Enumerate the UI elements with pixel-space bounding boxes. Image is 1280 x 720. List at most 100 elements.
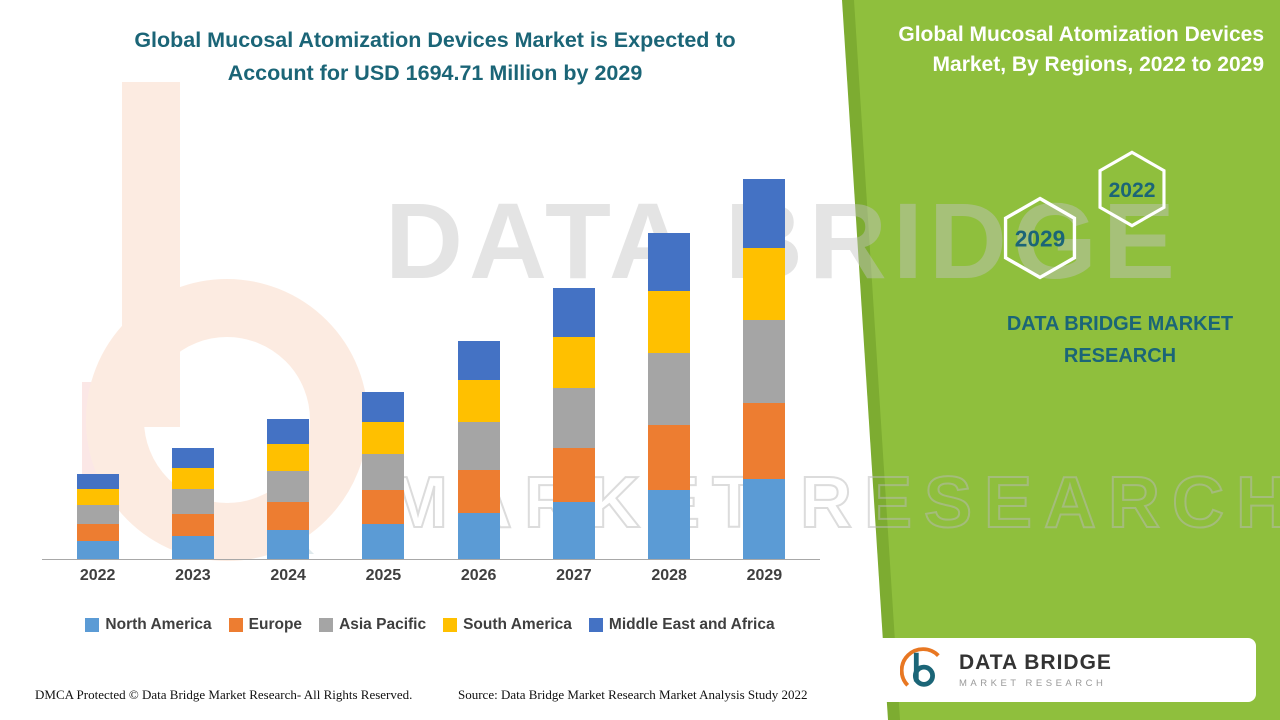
stacked-bar-chart: 2022 2023 2024 2025 2026 2027 2028 2029 [42,179,820,585]
bar-segment-south-america [171,468,214,490]
bar-segment-south-america [267,444,310,471]
bar-segment-north-america [648,490,691,559]
brand-logo-text-block: DATA BRIDGE MARKET RESEARCH [959,651,1112,689]
x-axis-label-2028: 2028 [651,567,687,584]
bar-segment-europe [457,469,500,514]
watermark-text-line2: MARKET RESEARCH [387,462,1280,544]
stacked-bar-2024 [267,418,310,559]
x-axis-label-2025: 2025 [365,567,402,584]
bar-segment-europe [171,513,214,536]
plot-area [42,179,820,560]
stacked-bar-2029 [743,179,786,559]
x-axis-label-2027: 2027 [556,567,592,584]
x-axis-label-2026: 2026 [460,567,497,584]
data-bridge-logo-icon [900,647,940,687]
dmca-notice: DMCA Protected © Data Bridge Market Rese… [35,687,413,702]
legend-item-europe: Europe [228,616,303,634]
x-axis-label-2023: 2023 [175,567,211,584]
bar-segment-middle-east-and-africa [362,391,405,422]
bar-segment-europe [648,425,691,491]
brand-logo-card: DATA BRIDGE MARKET RESEARCH [874,638,1256,702]
bar-segment-asia-pacific [552,388,595,448]
legend-item-south-america: South America [443,616,572,634]
bar-segment-europe [267,501,310,530]
bar-segment-south-america [457,380,500,422]
bar-segment-asia-pacific [648,353,691,426]
legend-label: North America [105,616,212,633]
bar-segment-asia-pacific [171,489,214,514]
stacked-bar-2025 [362,391,405,559]
stacked-bar-2022 [76,473,119,559]
chart-title: Global Mucosal Atomization Devices Marke… [134,28,736,86]
bar-segment-asia-pacific [267,470,310,502]
bar-segment-north-america [76,541,119,559]
bar-segment-middle-east-and-africa [267,418,310,445]
brand-text: DATA BRIDGE MARKET RESEARCH [1006,313,1234,367]
legend-swatch [588,618,603,632]
legend-swatch [443,618,458,632]
bar-segment-south-america [552,336,595,389]
source-note: Source: Data Bridge Market Research Mark… [458,687,808,702]
bar-segment-north-america [362,523,405,559]
bar-column-2026 [431,180,526,559]
bar-column-2029 [717,179,812,559]
stacked-bar-2023 [171,447,214,559]
bar-segment-middle-east-and-africa [648,232,691,292]
bar-segment-south-america [362,421,405,454]
x-axis-labels: 2022 2023 2024 2025 2026 2027 2028 2029 [42,567,820,585]
stacked-bar-2027 [552,287,595,559]
bar-segment-asia-pacific [362,453,405,491]
bar-column-2024 [241,180,336,559]
legend-item-asia-pacific: Asia Pacific [319,616,426,634]
legend-label: South America [463,616,572,633]
bar-column-2025 [336,180,431,559]
chart-legend: North America Europe Asia Pacific South Ame… [30,616,830,634]
legend-swatch [228,618,243,632]
x-axis-label-2024: 2024 [270,567,306,584]
hexagon-badge-2029: 2029 [1003,196,1077,280]
bar-segment-europe [743,403,786,480]
brand-logo-tagline: MARKET RESEARCH [959,678,1107,689]
bar-segment-europe [552,447,595,503]
bar-segment-asia-pacific [457,421,500,470]
bar-segment-europe [362,490,405,524]
legend-item-middle-east-and-africa: Middle East and Africa [588,616,775,634]
bar-segment-north-america [743,479,786,559]
bar-column-2028 [622,180,717,559]
hexagon-2022-label: 2022 [1109,179,1156,202]
stacked-bar-2026 [457,340,500,559]
brand-logo-name: DATA BRIDGE [959,651,1112,674]
bar-segment-asia-pacific [76,505,119,525]
bar-segment-south-america [743,247,786,320]
bar-segment-middle-east-and-africa [76,473,119,490]
bar-segment-europe [76,524,119,542]
bar-segment-asia-pacific [743,319,786,404]
legend-label: Middle East and Africa [608,616,775,633]
bar-segment-south-america [76,489,119,506]
bar-segment-middle-east-and-africa [743,179,786,248]
bar-segment-north-america [267,529,310,559]
bar-segment-north-america [457,513,500,559]
hexagon-badge-2022: 2022 [1098,150,1166,228]
bar-segment-north-america [171,535,214,559]
legend-swatch [319,618,334,632]
bar-segment-middle-east-and-africa [552,287,595,337]
stacked-bar-2028 [648,232,691,559]
x-axis-label-2029: 2029 [746,567,783,584]
bar-column-2022 [50,180,145,559]
bar-column-2027 [526,180,621,559]
bar-segment-north-america [552,502,595,559]
x-axis-label-2022: 2022 [79,567,116,584]
legend-label: Asia Pacific [339,616,427,633]
side-panel-title: Global Mucosal Atomization Devices Marke… [898,23,1264,77]
legend-item-north-america: North America [85,616,212,634]
hexagon-2029-label: 2029 [1015,225,1065,251]
legend-label: Europe [248,616,303,633]
bar-segment-middle-east-and-africa [171,447,214,468]
bar-segment-south-america [648,291,691,354]
legend-swatch [85,618,100,632]
bar-column-2023 [145,180,240,559]
bar-segment-middle-east-and-africa [457,340,500,381]
